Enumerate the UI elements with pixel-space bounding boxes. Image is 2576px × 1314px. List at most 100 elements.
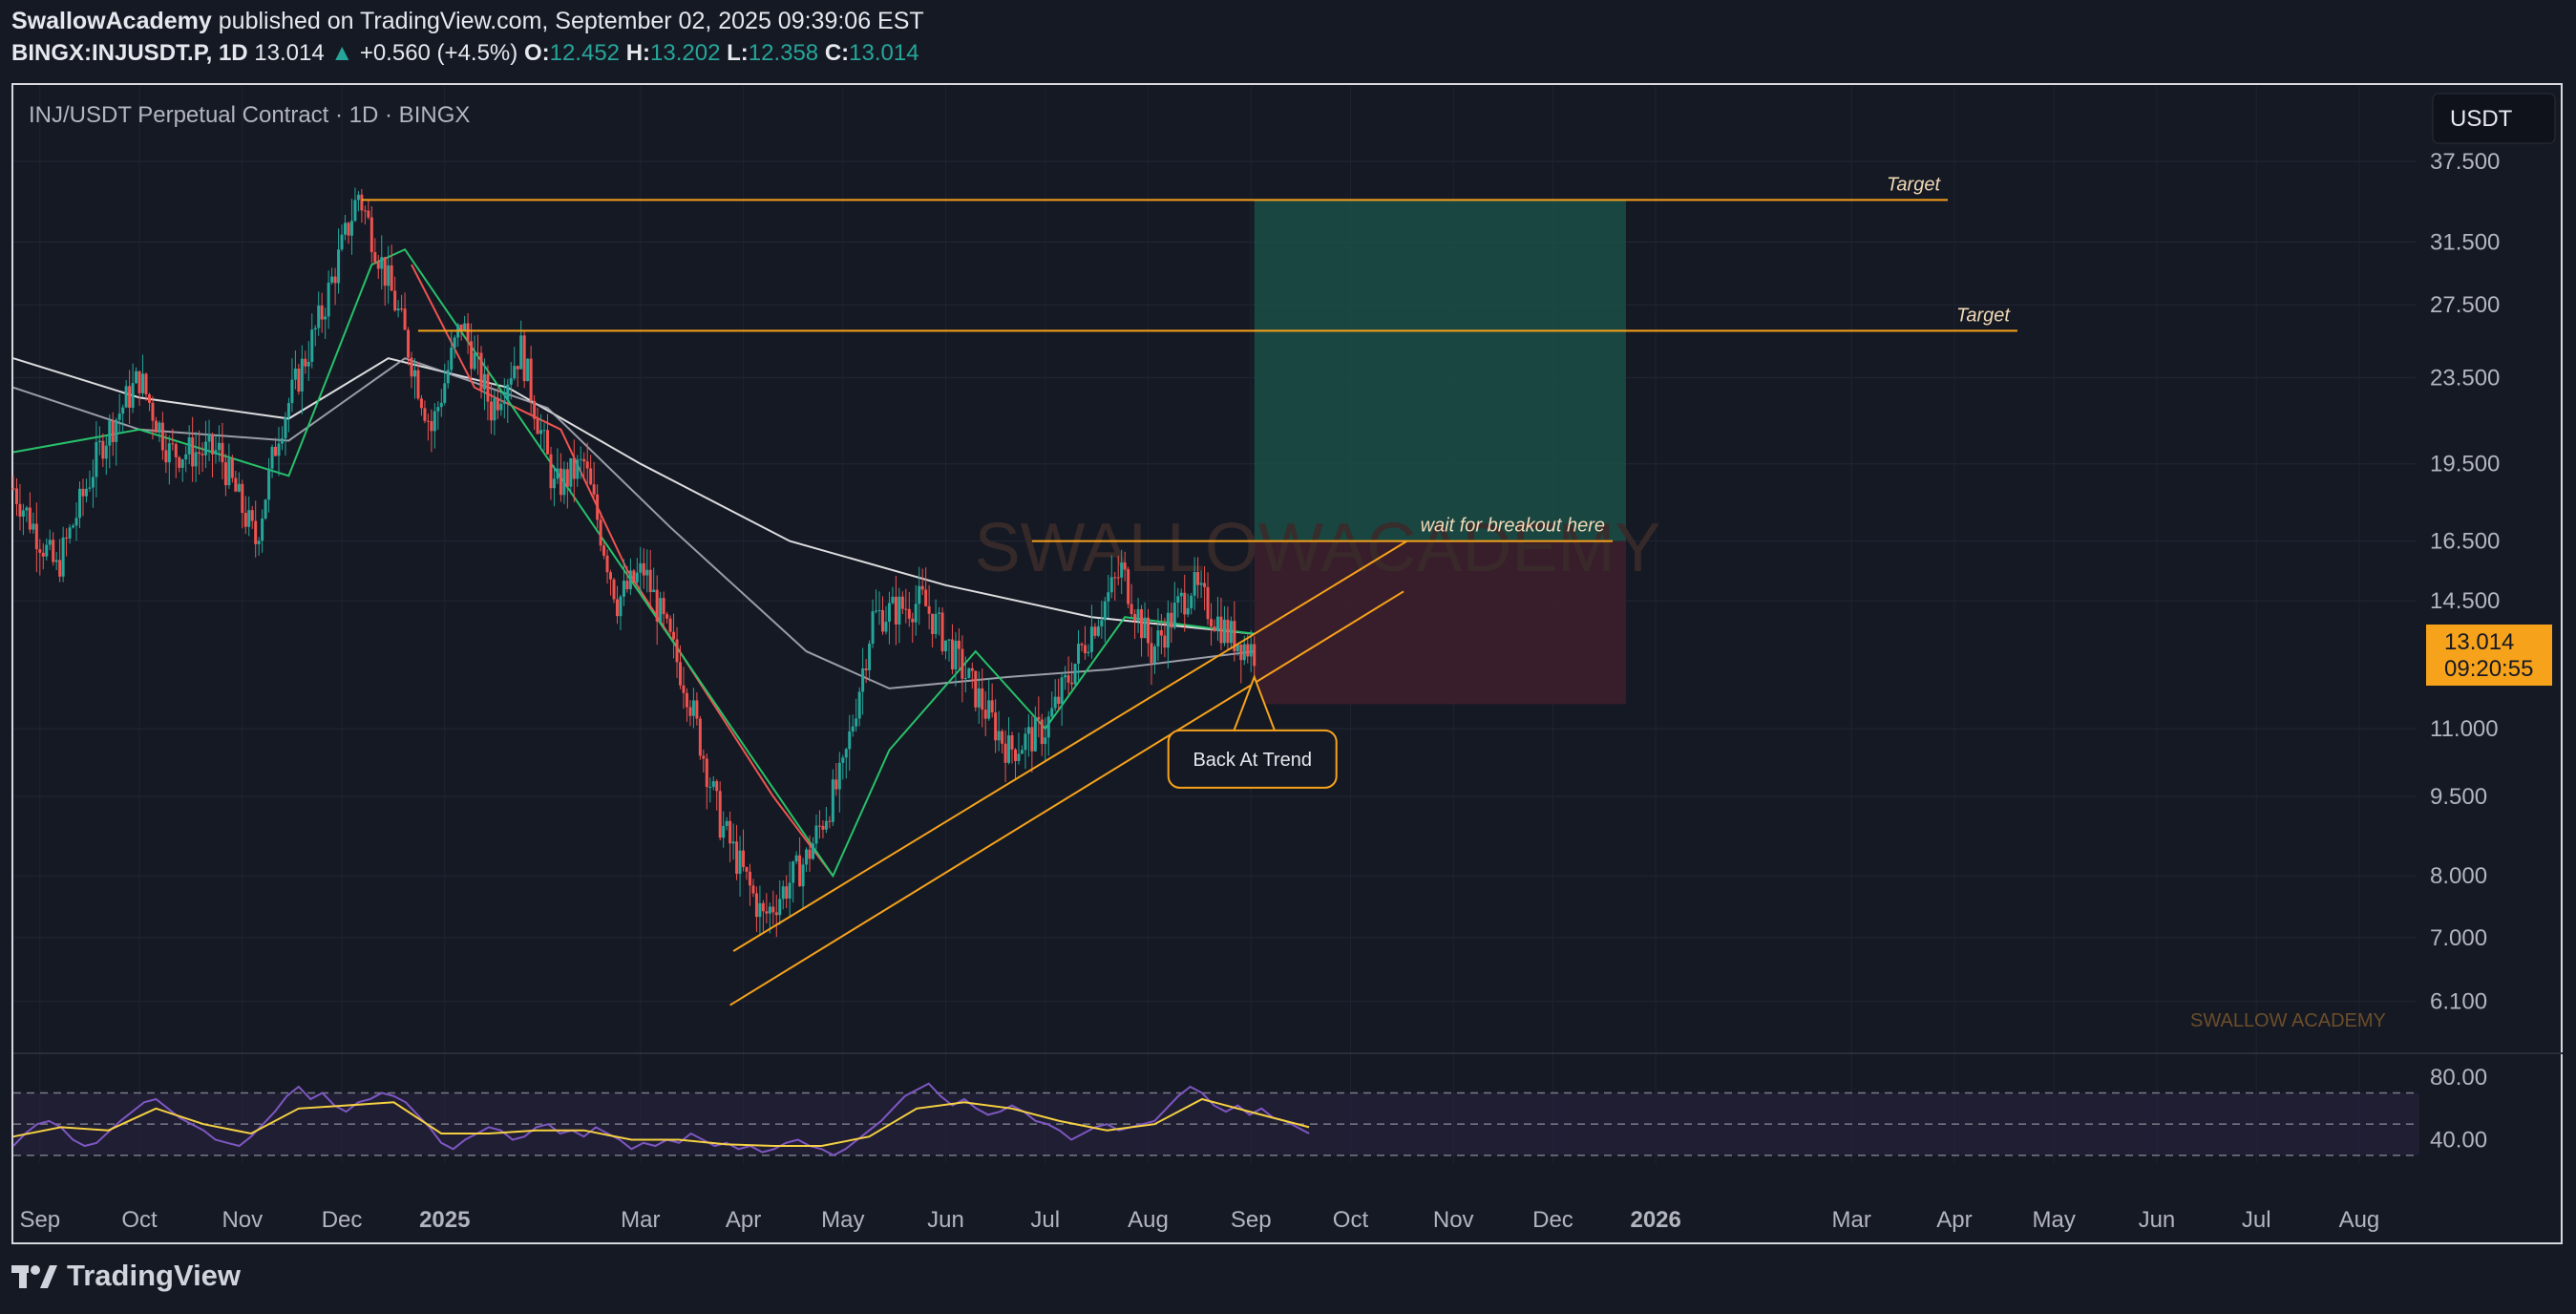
candle-body <box>628 570 632 590</box>
author-name[interactable]: SwallowAcademy <box>11 8 212 34</box>
candle-body <box>718 791 722 838</box>
price-tick-label: 11.000 <box>2430 716 2499 742</box>
candle-body <box>1030 727 1034 752</box>
candle-body <box>419 398 423 409</box>
candle-body <box>897 596 901 625</box>
time-axis[interactable]: Sep Oct Nov Dec 2025 Mar Apr May Jun Jul Aug Sep Oct… <box>19 1207 2379 1233</box>
candle-body <box>1249 644 1253 657</box>
candle-body <box>11 488 15 490</box>
candle-body <box>1226 619 1230 644</box>
candle-body <box>439 402 443 408</box>
time-tick-label: May <box>2033 1207 2076 1233</box>
candle-body <box>1179 592 1183 597</box>
candle-body <box>1066 675 1070 683</box>
candle-body <box>78 488 82 519</box>
candle-body <box>1193 571 1196 596</box>
candle-body <box>817 825 821 827</box>
price-tag: 13.014 09:20:55 <box>2426 625 2552 686</box>
candle-body <box>711 781 715 787</box>
candle-body <box>572 457 576 479</box>
candle-body <box>1010 735 1014 750</box>
candle-body <box>426 420 430 422</box>
low-label: L: <box>727 40 749 66</box>
candle-body <box>482 373 486 390</box>
candle-body <box>781 886 785 900</box>
candle-body <box>327 282 330 317</box>
candle-body <box>111 420 115 442</box>
candle-body <box>868 644 872 670</box>
candle-body <box>834 779 838 790</box>
candle-body <box>1107 592 1110 602</box>
candle-body <box>963 677 967 679</box>
candle-body <box>337 249 341 284</box>
candle-body <box>48 540 52 545</box>
candle-body <box>221 442 224 463</box>
candle-body <box>38 549 42 553</box>
candle-body <box>376 262 380 269</box>
candle-body <box>1152 646 1156 664</box>
price-axis[interactable]: 37.500 31.500 27.500 23.500 19.500 16.500 14.5… <box>2430 149 2500 1015</box>
candle-body <box>635 572 639 583</box>
candle-body <box>184 454 188 460</box>
candle-body <box>1130 604 1133 614</box>
candle-body <box>270 446 274 469</box>
candle-body <box>625 581 629 590</box>
candle-body <box>1116 577 1120 579</box>
candle-body <box>293 369 297 380</box>
candle-body <box>320 305 324 320</box>
candle-body <box>814 825 818 844</box>
currency-button[interactable]: USDT <box>2432 93 2556 144</box>
time-tick-label: Apr <box>1936 1207 1972 1233</box>
candle-body <box>61 537 65 577</box>
published-text: published on TradingView.com, September … <box>218 8 924 34</box>
candle-body <box>330 276 334 283</box>
candle-body <box>284 417 287 439</box>
candle-body <box>1001 731 1004 744</box>
candle-body <box>1210 619 1214 626</box>
candle-body <box>1093 626 1097 636</box>
candle-body <box>920 585 924 590</box>
candle-body <box>227 458 231 486</box>
brand-name: TradingView <box>67 1259 242 1292</box>
candle-body <box>257 540 261 544</box>
candle-body <box>32 523 35 530</box>
candle-body <box>360 194 364 211</box>
candle-body <box>1146 617 1150 644</box>
symbol-name: BINGX:INJUSDT.P, 1D <box>11 40 248 66</box>
candle-body <box>1176 596 1180 604</box>
time-tick-label: Jul <box>2242 1207 2271 1233</box>
candle-body <box>174 444 178 457</box>
candle-body <box>243 513 247 527</box>
candle-body <box>407 329 411 358</box>
price-tag-value: 13.014 <box>2444 629 2514 655</box>
candle-body <box>967 668 971 678</box>
candle-body <box>851 726 855 732</box>
candle-body <box>609 572 613 580</box>
time-tick-label: Jun <box>2139 1207 2176 1233</box>
candle-body <box>582 458 586 462</box>
time-tick-label: Jul <box>1030 1207 1060 1233</box>
candle-body <box>137 371 141 393</box>
candle-body <box>1242 644 1246 661</box>
candle-body <box>940 612 944 652</box>
candle-body <box>1003 743 1007 763</box>
footer-brand[interactable]: TradingView <box>11 1259 241 1293</box>
candle-body <box>41 552 45 557</box>
time-tick-label: Mar <box>1832 1207 1871 1233</box>
candle-body <box>576 459 580 479</box>
candle-body <box>383 257 387 286</box>
candle-body <box>585 461 589 469</box>
candle-body <box>645 569 649 576</box>
candle-body <box>688 707 692 716</box>
candle-body <box>104 445 108 459</box>
candle-body <box>247 510 251 527</box>
candle-body <box>1219 616 1223 644</box>
candle-body <box>754 893 758 918</box>
candle-body <box>612 579 616 600</box>
candle-body <box>84 488 88 497</box>
candle-body <box>605 555 609 573</box>
candle-body <box>344 223 348 235</box>
candle-body <box>950 639 954 669</box>
candle-body <box>1166 612 1170 648</box>
